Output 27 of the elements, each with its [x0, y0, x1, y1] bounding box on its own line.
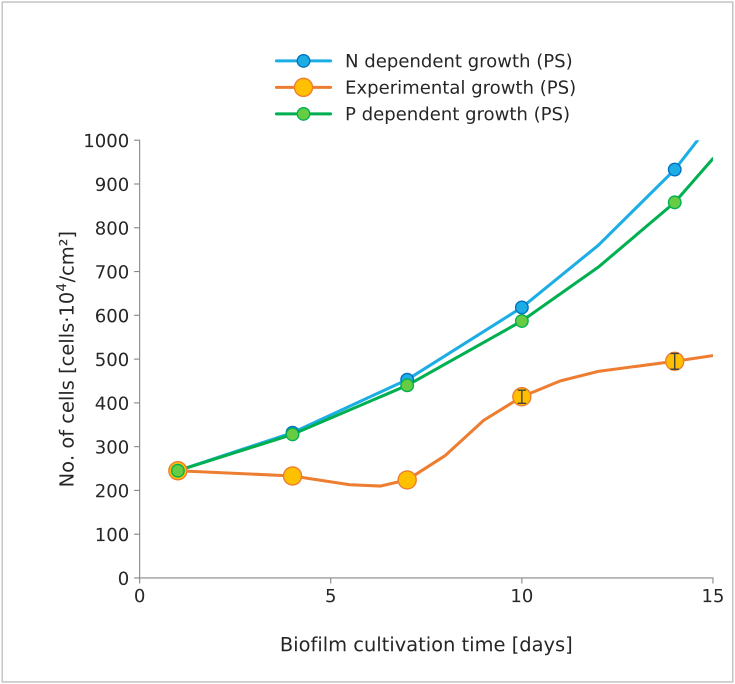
y-tick-label: 100 — [96, 528, 128, 542]
x-tick-label: 10 — [512, 588, 532, 602]
y-tick-label: 1000 — [85, 134, 128, 148]
x-tick-label: 0 — [135, 588, 144, 602]
x-tick-label: 15 — [703, 588, 723, 602]
legend-label: N dependent growth (PS) — [346, 53, 572, 71]
y-tick-label: 400 — [96, 396, 128, 410]
y-tick-label: 800 — [96, 221, 128, 235]
point — [397, 470, 417, 490]
point — [400, 378, 414, 392]
legend-label: P dependent growth (PS) — [346, 106, 569, 124]
legend-label: Experimental growth (PS) — [346, 80, 575, 98]
y-tick-label: 300 — [96, 440, 128, 454]
point — [282, 466, 302, 486]
y-axis-title: No. of cells [cells·10$^{4}$/cm²] — [56, 232, 76, 486]
y-tick-label: 600 — [96, 308, 128, 322]
point — [514, 300, 529, 314]
x-tick-label: 5 — [326, 588, 335, 602]
y-tick-label: 200 — [96, 484, 128, 498]
point — [668, 162, 682, 176]
y-tick-label: 700 — [96, 265, 128, 279]
y-tick-label: 0 — [118, 571, 128, 586]
point — [668, 195, 682, 210]
y-tick-label: 900 — [96, 177, 128, 192]
x-axis-title: Biofilm cultivation time [days] — [282, 636, 572, 656]
y-tick-label: 500 — [96, 352, 128, 366]
point — [514, 314, 529, 328]
